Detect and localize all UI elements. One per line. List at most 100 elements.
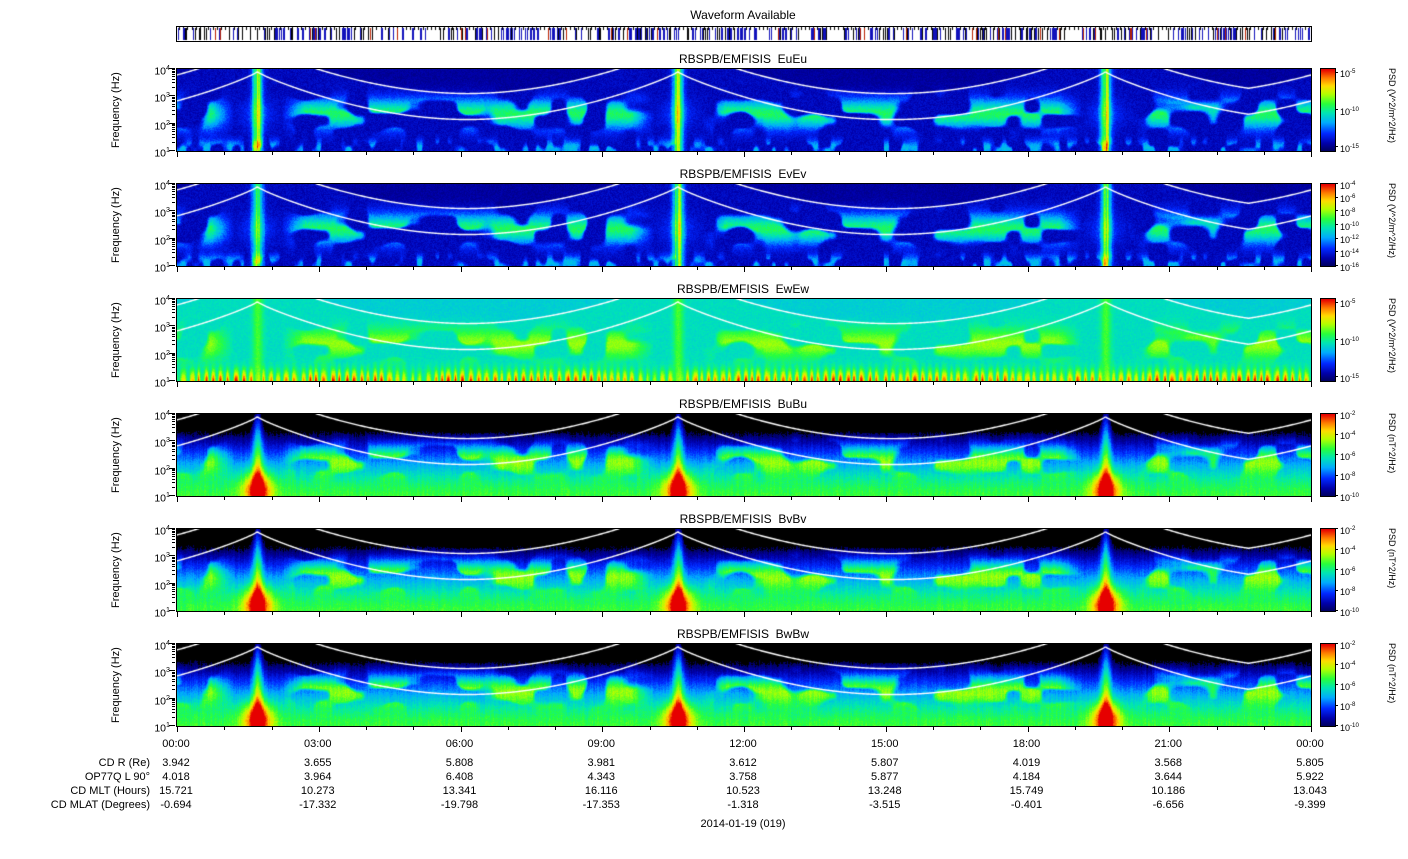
x-tick [933, 612, 934, 615]
y-minor-tick [172, 590, 175, 592]
x-tick [602, 267, 604, 272]
y-minor-tick [172, 716, 175, 718]
freq-tick-label: 101 [154, 376, 170, 390]
y-minor-tick [172, 486, 175, 488]
x-tick [1263, 497, 1265, 500]
ephemeris-value: 6.408 [445, 771, 474, 783]
y-major-tick [169, 467, 175, 469]
time-tick-label: 09:00 [587, 738, 616, 750]
colorbar-tick [1335, 71, 1338, 73]
x-tick [696, 382, 698, 385]
y-minor-tick [172, 355, 175, 357]
x-tick [838, 267, 840, 270]
x-tick [1027, 497, 1029, 502]
colorbar-tick-label: 10-8 [1340, 586, 1356, 597]
ephemeris-value: 10.186 [1151, 785, 1186, 797]
colorbar-tick-label: 10-10 [1340, 491, 1359, 503]
y-major-tick [169, 440, 175, 442]
y-minor-tick [172, 601, 175, 603]
x-tick [885, 612, 887, 617]
x-tick [838, 497, 840, 500]
y-minor-tick [172, 331, 175, 333]
x-tick [413, 727, 415, 730]
y-minor-tick [172, 597, 175, 598]
y-minor-tick [172, 312, 175, 314]
colorbar-canvas [1320, 643, 1336, 727]
ephemeris-value: 3.644 [1154, 771, 1183, 783]
x-tick [224, 267, 226, 270]
x-tick [791, 382, 793, 385]
colorbar-canvas [1320, 68, 1336, 152]
y-minor-tick [172, 300, 175, 302]
y-major-tick [169, 68, 175, 69]
ephemeris-value: 3.964 [303, 771, 332, 783]
ephemeris-value: -17.353 [582, 799, 620, 811]
panel-title: RBSPB/EMFISIS EuEu [678, 52, 808, 66]
freq-tick-label: 103 [154, 321, 170, 335]
x-tick [1122, 382, 1123, 385]
y-minor-tick [172, 69, 175, 71]
colorbar-tick [1335, 725, 1338, 726]
x-tick [649, 267, 651, 270]
x-tick [271, 152, 273, 155]
x-tick [1216, 727, 1218, 730]
y-minor-tick [172, 689, 175, 691]
y-minor-tick [172, 213, 175, 214]
y-axis-label: Frequency (Hz) [110, 302, 122, 378]
y-axis-label: Frequency (Hz) [110, 187, 122, 263]
freq-tick-label: 102 [154, 234, 170, 248]
x-tick [1027, 382, 1029, 387]
y-major-tick [169, 265, 175, 266]
y-minor-tick [172, 214, 175, 216]
y-major-tick [169, 122, 175, 124]
y-minor-tick [172, 471, 175, 473]
y-minor-tick [172, 586, 175, 588]
colorbar-tick [1335, 224, 1338, 225]
y-minor-tick [172, 114, 175, 116]
x-tick [177, 612, 178, 617]
panel-body: Frequency (Hz) 104 103 102 101 10-5 10-10 10-15… [0, 294, 1408, 393]
y-minor-tick [172, 417, 175, 419]
y-minor-tick [172, 558, 175, 559]
y-minor-tick [172, 478, 175, 480]
y-minor-tick [172, 705, 175, 707]
spectrogram-canvas [176, 68, 1312, 152]
y-minor-tick [172, 299, 175, 301]
ephemeris-row-label: CD MLAT (Degrees) [50, 799, 150, 811]
x-tick [1074, 152, 1076, 155]
freq-tick-label: 102 [154, 694, 170, 708]
ephemeris-value: 3.655 [303, 757, 332, 769]
x-tick [1311, 727, 1312, 732]
time-tick-label: 03:00 [303, 738, 332, 750]
ephemeris-value: 4.018 [162, 771, 190, 783]
y-minor-tick [172, 76, 175, 78]
y-minor-tick [172, 414, 175, 416]
x-tick [602, 152, 604, 157]
x-tick [602, 497, 604, 502]
y-minor-tick [172, 99, 175, 101]
y-minor-tick [172, 339, 175, 341]
y-minor-tick [172, 137, 175, 138]
x-tick [177, 267, 178, 272]
ephemeris-row: CD R (Re) 3.942 3.655 5.808 3.981 3.612 5.807 4… [0, 757, 1408, 771]
x-tick [507, 612, 509, 615]
ephemeris-value: -19.798 [440, 799, 479, 811]
y-minor-tick [172, 360, 175, 362]
freq-tick-label: 101 [154, 491, 170, 505]
panel-body: Frequency (Hz) 104 103 102 101 10-2 10-4 10-6 10… [0, 524, 1408, 623]
y-minor-tick [172, 141, 175, 143]
x-tick [696, 152, 698, 155]
x-tick [1027, 267, 1029, 272]
y-minor-tick [172, 678, 175, 680]
y-minor-tick [172, 106, 175, 108]
colorbar-tick [1335, 183, 1338, 184]
x-tick [507, 267, 509, 270]
y-minor-tick [172, 130, 175, 132]
ephemeris-row-label: CD R (Re) [98, 757, 150, 769]
y-minor-tick [172, 224, 175, 226]
x-tick [696, 612, 698, 615]
y-minor-tick [172, 534, 175, 536]
y-minor-tick [172, 240, 175, 242]
x-tick [980, 727, 982, 730]
freq-tick-label: 101 [154, 721, 170, 735]
